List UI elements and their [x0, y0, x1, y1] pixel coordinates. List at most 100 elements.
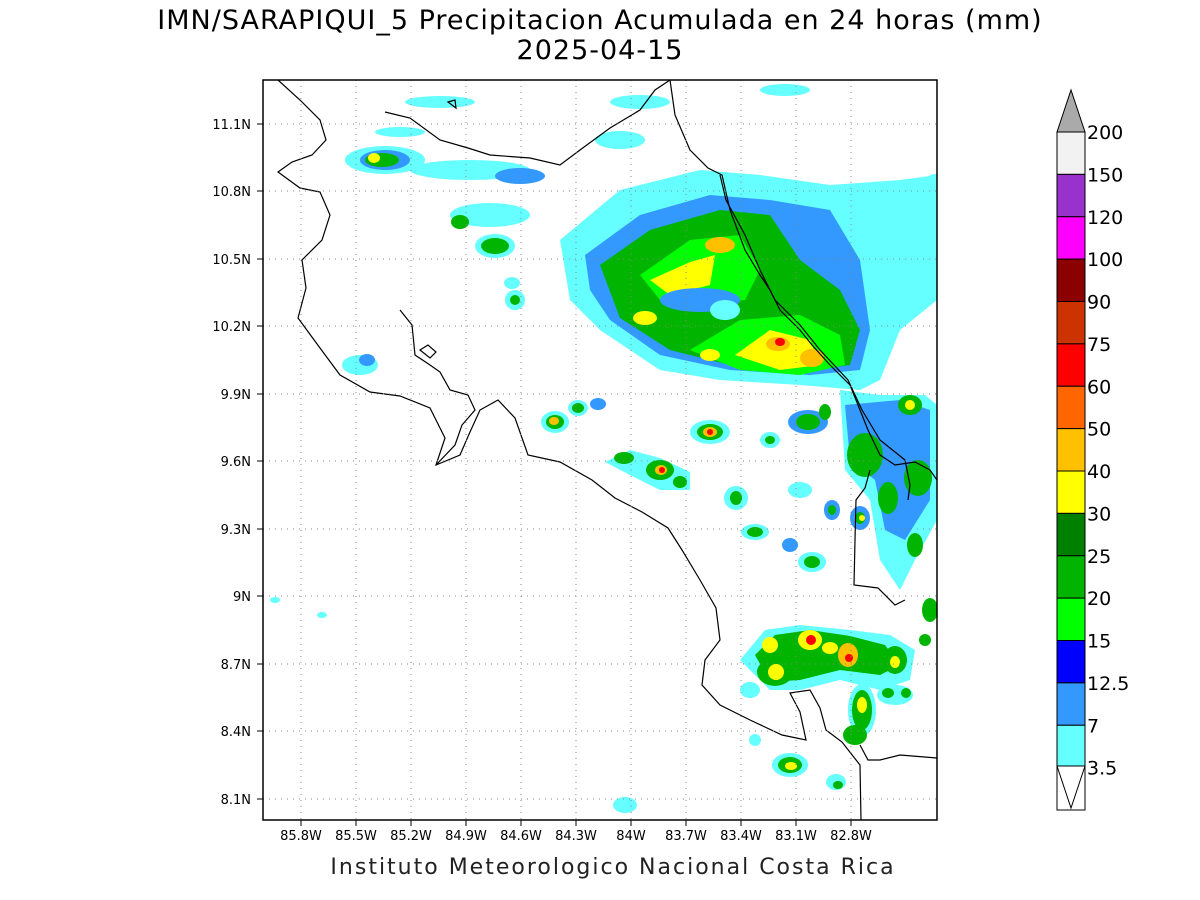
precip-area — [504, 277, 520, 289]
precip-area — [730, 491, 742, 505]
precip-field — [270, 84, 937, 813]
precip-area — [833, 781, 843, 789]
lat-tick-label: 8.7N — [221, 658, 251, 673]
colorbar-level-label: 100 — [1087, 249, 1123, 271]
precip-area — [405, 96, 475, 108]
precip-area — [847, 433, 883, 477]
colorbar-level-label: 90 — [1087, 292, 1111, 314]
colorbar-level-label: 25 — [1087, 546, 1111, 568]
panama-border — [853, 469, 906, 606]
lon-tick-label: 84.9W — [445, 829, 487, 844]
precip-area — [927, 174, 937, 186]
precip-area — [495, 168, 545, 184]
precip-area — [843, 725, 867, 745]
precip-area — [804, 556, 820, 568]
colorbar-swatch — [1056, 512, 1086, 557]
coastlines — [276, 80, 937, 820]
precip-area — [859, 515, 865, 521]
lon-tick-label: 85.8W — [280, 829, 322, 844]
precip-area — [819, 404, 831, 420]
precip-area — [613, 797, 637, 813]
lat-tick-label: 9.3N — [221, 523, 251, 538]
lon-tick-label: 83.4W — [720, 829, 762, 844]
precip-area — [481, 238, 509, 254]
lat-tick-label: 10.5N — [212, 253, 251, 268]
precip-area — [359, 354, 375, 366]
precip-area — [673, 476, 687, 488]
colorbar-swatch — [1056, 597, 1086, 641]
precip-area — [806, 635, 816, 645]
precip-area — [890, 656, 900, 668]
precip-area — [828, 505, 836, 515]
precip-area — [317, 612, 327, 618]
precip-area — [796, 414, 820, 430]
lat-tick-label: 9.6N — [221, 455, 251, 470]
precip-area — [882, 688, 894, 698]
island — [418, 344, 437, 359]
colorbar-swatch — [1056, 428, 1086, 472]
lon-tick-label: 85.2W — [390, 829, 432, 844]
precip-area — [451, 215, 469, 229]
precip-area — [747, 527, 763, 537]
precip-area — [782, 538, 798, 552]
lon-tick-label: 84W — [616, 829, 646, 844]
colorbar-level-label: 60 — [1087, 376, 1111, 398]
precip-area — [785, 762, 797, 770]
precip-area — [901, 688, 911, 698]
precip-area — [904, 460, 932, 496]
precip-area — [707, 429, 713, 435]
colorbar-level-label: 75 — [1087, 334, 1111, 356]
precip-area — [905, 400, 915, 410]
precip-area — [845, 654, 853, 662]
precip-area — [749, 734, 761, 746]
precip-area — [768, 664, 784, 680]
precip-area — [633, 311, 657, 325]
precip-area — [510, 295, 520, 305]
precip-area — [760, 84, 810, 96]
pacific-coast — [276, 80, 862, 820]
precip-area — [659, 467, 665, 473]
lon-tick-label: 82.8W — [830, 829, 872, 844]
colorbar-swatch — [1056, 385, 1086, 430]
precip-area — [740, 682, 760, 698]
south-coast — [859, 744, 937, 761]
lat-tick-label: 8.1N — [221, 793, 251, 808]
precip-area — [610, 95, 670, 109]
colorbar-swatch — [1056, 555, 1086, 599]
colorbar-level-label: 12.5 — [1087, 673, 1129, 695]
caribbean-coast — [669, 80, 937, 481]
lat-tick-label: 9.9N — [221, 388, 251, 403]
lon-tick-label: 85.5W — [335, 829, 377, 844]
lon-tick-label: 83.7W — [665, 829, 707, 844]
precip-area — [907, 533, 923, 557]
lat-tick-label: 9N — [233, 590, 251, 605]
colorbar-level-label: 200 — [1087, 122, 1123, 144]
precip-area — [922, 598, 937, 622]
precip-area — [590, 398, 606, 410]
lat-tick-label: 11.1N — [212, 118, 251, 133]
colorbar-level-label: 15 — [1087, 631, 1111, 653]
colorbar-level-label: 7 — [1087, 715, 1099, 737]
tick-marks — [257, 123, 852, 826]
precip-area — [700, 349, 720, 361]
precip-area — [762, 637, 778, 653]
precip-area — [450, 203, 530, 227]
footer-credit: Instituto Meteorologico Nacional Costa R… — [330, 855, 896, 880]
colorbar-swatch — [1056, 343, 1086, 387]
precip-area — [878, 482, 898, 514]
nicoya-gulf-coast — [399, 309, 476, 466]
map-title: IMN/SARAPIQUI_5 Precipitacion Acumulada … — [157, 5, 1043, 36]
precip-area — [857, 697, 867, 713]
lon-tick-label: 84.3W — [555, 829, 597, 844]
colorbar-swatch — [1056, 301, 1086, 345]
colorbar-swatch — [1056, 682, 1086, 726]
colorbar: 200 150 120 100 90 75 60 50 40 30 25 20 15 12.5 7 3.5 — [1056, 88, 1129, 811]
colorbar-level-label: 50 — [1087, 419, 1111, 441]
colorbar-level-label: 3.5 — [1087, 758, 1117, 780]
colorbar-top-arrow — [1056, 88, 1086, 133]
lat-tick-label: 10.2N — [212, 320, 251, 335]
colorbar-level-label: 40 — [1087, 461, 1111, 483]
precip-area — [368, 153, 380, 163]
precip-area — [650, 255, 715, 295]
